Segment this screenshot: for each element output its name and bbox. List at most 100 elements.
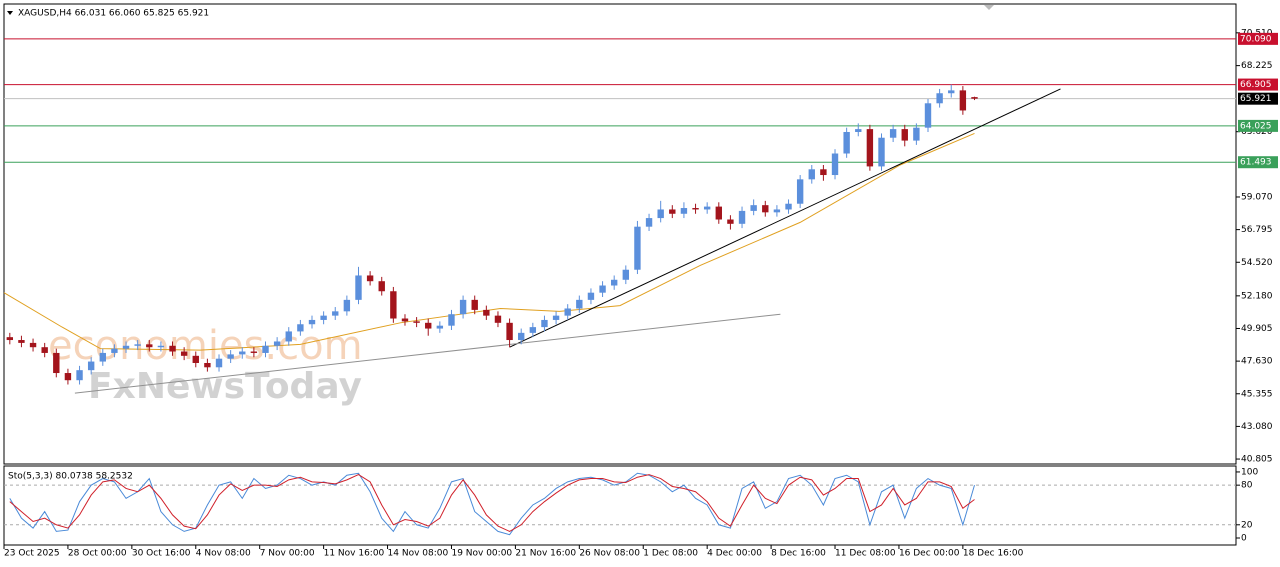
candle-body xyxy=(808,169,815,180)
candle-body xyxy=(436,325,444,329)
y-tick-label: 52.180 xyxy=(1241,291,1273,301)
candle-body xyxy=(831,153,839,176)
candle-body xyxy=(134,344,141,346)
candle-body xyxy=(378,281,385,292)
candle-body xyxy=(796,179,804,204)
candle-body xyxy=(541,319,548,328)
x-tick-label: 4 Nov 08:00 xyxy=(196,549,251,559)
price-level-tag xyxy=(1238,78,1278,91)
trendline xyxy=(509,88,1061,348)
candle-body xyxy=(76,370,83,381)
y-tick-label: 49.905 xyxy=(1241,324,1273,334)
candle-body xyxy=(122,345,130,349)
candle-body xyxy=(262,345,269,353)
candle-body xyxy=(599,285,606,293)
candle-body xyxy=(692,208,699,210)
candle-body xyxy=(413,321,420,323)
candle-body xyxy=(401,318,409,322)
main-frame xyxy=(3,3,1237,465)
x-tick-label: 28 Oct 00:00 xyxy=(68,549,127,559)
candle-body xyxy=(53,352,60,374)
candle-body xyxy=(425,322,432,329)
candle-body xyxy=(878,137,885,167)
x-tick-label: 26 Nov 08:00 xyxy=(579,549,640,559)
candle-body xyxy=(227,354,234,359)
candle-body xyxy=(762,205,769,213)
candle-body xyxy=(308,319,316,325)
trendline xyxy=(74,313,781,394)
y-tick-label: 63.620 xyxy=(1241,127,1273,137)
candle-body xyxy=(215,358,223,368)
price-level-tag xyxy=(1238,119,1278,132)
candle-body xyxy=(855,129,862,132)
price-level-label: 64.025 xyxy=(1240,121,1272,131)
candle-body xyxy=(948,90,955,94)
candle-body xyxy=(192,355,199,363)
candle-body xyxy=(913,127,920,141)
candle-body xyxy=(239,351,246,355)
osc-y-tick-label: 20 xyxy=(1241,520,1253,530)
candle-body xyxy=(901,129,908,141)
price-level-label: 65.921 xyxy=(1240,94,1272,104)
x-tick-label: 4 Dec 00:00 xyxy=(707,549,762,559)
y-tick-label: 43.080 xyxy=(1241,422,1273,432)
candle-body xyxy=(564,308,571,316)
osc-y-tick-label: 80 xyxy=(1241,481,1253,491)
candle-body xyxy=(483,309,490,316)
menu-arrow[interactable] xyxy=(7,11,13,15)
candle-body xyxy=(41,347,48,353)
candle-body xyxy=(146,344,153,348)
x-tick-label: 1 Dec 08:00 xyxy=(643,549,698,559)
x-tick-label: 8 Dec 16:00 xyxy=(771,549,826,559)
y-tick-label: 59.070 xyxy=(1241,192,1273,202)
candle-body xyxy=(785,203,792,210)
price-level-tag xyxy=(1238,92,1278,105)
candle-body xyxy=(634,226,641,270)
candle-body xyxy=(448,314,455,326)
candle-body xyxy=(471,299,478,310)
price-level-tag xyxy=(1238,32,1278,45)
candle-body xyxy=(390,291,397,319)
x-tick-label: 19 Nov 00:00 xyxy=(451,549,512,559)
candle-body xyxy=(459,299,467,315)
y-tick-label: 68.225 xyxy=(1241,61,1273,71)
moving-average xyxy=(3,132,975,351)
candle-body xyxy=(6,337,14,341)
candle-body xyxy=(64,373,72,381)
y-tick-label: 54.520 xyxy=(1241,258,1273,268)
candle-body xyxy=(843,131,850,154)
x-tick-label: 18 Dec 16:00 xyxy=(963,549,1024,559)
candle-body xyxy=(959,90,967,111)
y-tick-label: 45.355 xyxy=(1241,389,1273,399)
candle-body xyxy=(703,206,711,210)
candle-body xyxy=(645,218,653,227)
candle-body xyxy=(610,279,618,286)
oscillator-frame xyxy=(3,465,1237,546)
x-tick-label: 7 Nov 00:00 xyxy=(260,549,315,559)
candle-body xyxy=(715,206,722,220)
candle-body xyxy=(29,342,37,348)
candle-body xyxy=(169,345,176,352)
y-tick-label: 56.795 xyxy=(1241,225,1273,235)
candle-body xyxy=(924,103,932,128)
candle-body xyxy=(669,209,676,214)
x-tick-label: 11 Nov 16:00 xyxy=(324,549,385,559)
candle-body xyxy=(866,129,874,167)
x-tick-label: 14 Nov 08:00 xyxy=(388,549,449,559)
candle-body xyxy=(657,209,664,219)
candle-body xyxy=(773,209,781,213)
candle-body xyxy=(518,332,525,341)
osc-y-tick-label: 100 xyxy=(1241,467,1258,477)
candle-body xyxy=(820,169,827,176)
watermark: FxNewsToday xyxy=(88,366,362,407)
candle-body xyxy=(355,275,362,300)
candle-body xyxy=(529,327,537,333)
candle-body xyxy=(936,93,943,104)
shift-marker xyxy=(984,5,994,10)
price-level-label: 61.493 xyxy=(1240,158,1272,168)
candle-body xyxy=(889,129,897,138)
candle-body xyxy=(332,311,339,316)
candle-body xyxy=(18,340,25,343)
candle-body xyxy=(343,299,351,312)
